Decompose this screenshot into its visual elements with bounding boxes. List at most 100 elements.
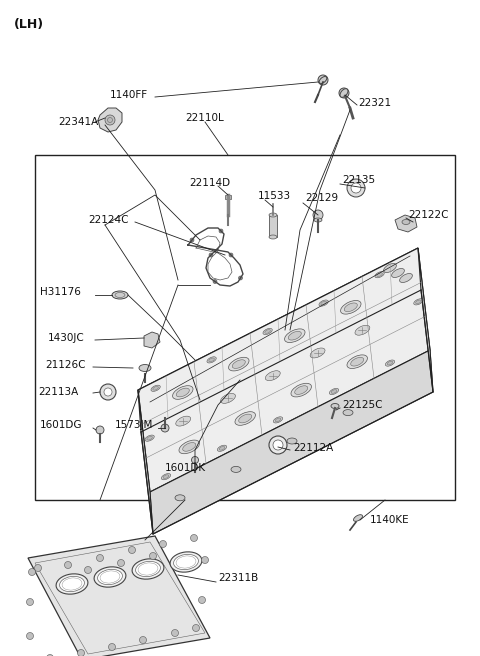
Ellipse shape [135, 562, 160, 577]
Text: 22125C: 22125C [342, 400, 383, 410]
Ellipse shape [220, 394, 236, 403]
Ellipse shape [265, 371, 280, 380]
Ellipse shape [265, 329, 270, 333]
Ellipse shape [118, 560, 124, 567]
Text: 22341A: 22341A [58, 117, 98, 127]
Text: 22129: 22129 [305, 193, 338, 203]
Ellipse shape [269, 235, 277, 239]
Polygon shape [138, 390, 153, 534]
Ellipse shape [275, 418, 281, 422]
Polygon shape [395, 215, 417, 232]
Ellipse shape [239, 414, 252, 423]
Text: 22311B: 22311B [218, 573, 258, 583]
Text: 22110L: 22110L [186, 113, 224, 123]
Text: 22112A: 22112A [293, 443, 333, 453]
Ellipse shape [351, 183, 361, 193]
Ellipse shape [207, 357, 216, 363]
Ellipse shape [263, 329, 272, 335]
Ellipse shape [96, 426, 104, 434]
Ellipse shape [202, 556, 208, 564]
Ellipse shape [26, 632, 34, 640]
Ellipse shape [179, 440, 199, 454]
Ellipse shape [351, 358, 364, 366]
Ellipse shape [191, 535, 197, 541]
Ellipse shape [231, 466, 241, 472]
Ellipse shape [340, 89, 348, 97]
Ellipse shape [64, 562, 72, 569]
Ellipse shape [273, 417, 283, 423]
Ellipse shape [108, 117, 112, 123]
Text: H31176: H31176 [40, 287, 81, 297]
Ellipse shape [402, 220, 410, 224]
Ellipse shape [375, 272, 384, 277]
Ellipse shape [94, 567, 126, 587]
Ellipse shape [100, 384, 116, 400]
Ellipse shape [176, 416, 191, 426]
Polygon shape [138, 248, 430, 492]
Ellipse shape [229, 253, 233, 257]
Ellipse shape [171, 630, 179, 636]
Polygon shape [418, 248, 433, 392]
Ellipse shape [321, 301, 326, 305]
Ellipse shape [347, 179, 365, 197]
Ellipse shape [355, 325, 370, 335]
Ellipse shape [183, 443, 196, 451]
Ellipse shape [108, 644, 116, 651]
Text: 1430JC: 1430JC [48, 333, 85, 343]
Ellipse shape [347, 355, 367, 369]
Ellipse shape [385, 360, 395, 366]
Ellipse shape [217, 445, 227, 451]
Ellipse shape [273, 440, 283, 450]
Text: 1601DG: 1601DG [40, 420, 83, 430]
Ellipse shape [287, 438, 297, 444]
Ellipse shape [151, 385, 160, 392]
Ellipse shape [115, 293, 125, 298]
Ellipse shape [331, 390, 337, 394]
Ellipse shape [295, 386, 308, 394]
Ellipse shape [416, 300, 421, 304]
Ellipse shape [319, 77, 327, 83]
Ellipse shape [153, 386, 158, 390]
Ellipse shape [84, 567, 92, 573]
Ellipse shape [400, 274, 412, 283]
Ellipse shape [60, 577, 84, 592]
Text: 22113A: 22113A [38, 387, 78, 397]
Ellipse shape [192, 457, 199, 464]
Ellipse shape [105, 115, 115, 125]
Polygon shape [28, 536, 210, 656]
Text: 21126C: 21126C [45, 360, 85, 370]
Ellipse shape [285, 329, 305, 342]
Ellipse shape [173, 386, 193, 400]
Ellipse shape [239, 276, 242, 280]
Ellipse shape [175, 495, 185, 501]
Ellipse shape [314, 218, 322, 222]
Ellipse shape [149, 552, 156, 560]
Ellipse shape [96, 554, 104, 562]
Ellipse shape [161, 424, 169, 432]
Ellipse shape [176, 388, 189, 397]
Ellipse shape [310, 348, 325, 358]
Ellipse shape [192, 625, 200, 632]
Ellipse shape [331, 403, 339, 409]
Ellipse shape [159, 541, 167, 548]
Ellipse shape [343, 409, 353, 416]
Ellipse shape [140, 636, 146, 644]
Ellipse shape [213, 279, 217, 283]
Polygon shape [150, 350, 433, 534]
Ellipse shape [77, 649, 84, 656]
Ellipse shape [199, 596, 205, 604]
Text: (LH): (LH) [14, 18, 44, 31]
Ellipse shape [209, 358, 215, 361]
Ellipse shape [329, 388, 339, 394]
Ellipse shape [147, 436, 152, 440]
Ellipse shape [377, 273, 383, 277]
Polygon shape [98, 108, 122, 132]
Ellipse shape [269, 213, 277, 217]
Ellipse shape [344, 303, 357, 312]
Text: 11533: 11533 [258, 191, 291, 201]
Ellipse shape [291, 383, 312, 397]
Ellipse shape [170, 552, 202, 572]
Ellipse shape [129, 546, 135, 554]
Ellipse shape [112, 291, 128, 299]
Polygon shape [144, 332, 160, 348]
